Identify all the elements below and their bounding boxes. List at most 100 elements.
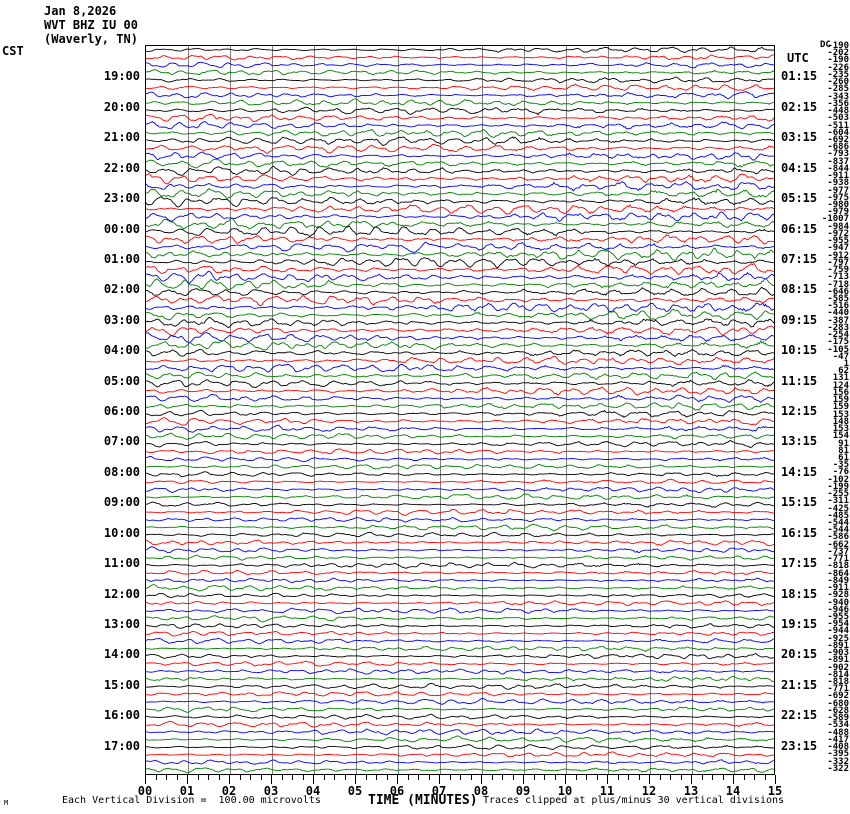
seismic-trace [146,486,774,494]
seismic-trace [146,531,774,538]
seismic-trace [146,241,774,254]
dc-value: -628 [827,705,849,716]
dc-value: -425 [827,503,849,514]
x-tick-label: 03 [263,784,279,798]
dc-value: -686 [827,142,849,153]
x-tick-minor [302,775,304,780]
seismic-trace [146,308,774,321]
dc-value: -585 [827,293,849,304]
dc-value: -440 [827,308,849,319]
dc-value: -911 [827,171,849,182]
seismic-trace [146,630,774,637]
seismic-trace [146,363,774,373]
seismic-trace [146,471,774,478]
cst-tick-label: 17:00 [103,738,140,753]
dc-value: -946 [827,604,849,615]
utc-tick-label: 03:15 [781,130,818,145]
x-tick-label: 15 [767,784,783,798]
seismic-trace [146,355,774,366]
dc-value: 131 [832,373,849,384]
dc-value: -544 [827,518,849,529]
x-tick-label: 00 [137,784,153,798]
utc-tick-label: 20:15 [781,647,818,662]
header-location: (Waverly, TN) [44,32,138,46]
seismic-trace [146,493,774,500]
seismic-trace [146,106,774,116]
dc-value: 62 [838,366,849,377]
grid-line-vertical [272,46,273,774]
dc-value: -837 [827,156,849,167]
dc-value: -979 [827,207,849,218]
x-tick-label: 06 [389,784,405,798]
dc-value: -903 [827,648,849,659]
grid-line-vertical [188,46,189,774]
x-tick-major [523,775,524,784]
dc-value: 61 [838,452,849,463]
seismic-trace [146,278,774,291]
x-tick-label: 10 [557,784,573,798]
cst-tick-label: 13:00 [103,616,140,631]
dc-value: -975 [827,192,849,203]
seismic-trace [146,592,774,599]
dc-value: -285 [827,84,849,95]
x-tick-major [271,775,272,784]
seismic-trace [146,46,774,53]
utc-tick-label: 21:15 [781,677,818,692]
dc-value: -199 [827,481,849,492]
helicorder-plot-area[interactable] [145,45,775,775]
dc-value: 1 [843,359,849,370]
seismic-trace [146,546,774,554]
dc-value: -260 [827,77,849,88]
dc-value: -503 [827,113,849,124]
dc-value: -718 [827,279,849,290]
x-tick-major [439,775,440,784]
dc-value: -928 [827,590,849,601]
x-tick-minor [701,775,703,780]
x-tick-minor [470,775,472,780]
utc-tick-label: 09:15 [781,312,818,327]
utc-tick-label: 13:15 [781,434,818,449]
seismic-trace [146,501,774,508]
x-tick-major [775,775,776,784]
x-tick-label: 09 [515,784,531,798]
dc-value: -534 [827,720,849,731]
dc-value: -977 [827,185,849,196]
seismic-trace [146,349,774,357]
x-tick-minor [292,775,293,780]
dc-value: 148 [832,416,849,427]
seismic-trace [146,317,774,329]
seismic-trace [146,121,774,130]
dc-value: -759 [827,265,849,276]
seismic-trace [146,653,774,660]
seismic-traces [146,46,774,774]
dc-value: -646 [827,286,849,297]
seismic-trace [146,204,774,215]
seismic-trace [146,744,774,751]
seismic-trace [146,151,774,161]
dc-value: -911 [827,583,849,594]
cst-tick-label: 07:00 [103,434,140,449]
dc-value: 153 [832,424,849,435]
seismic-trace [146,464,774,470]
cst-tick-label: 10:00 [103,525,140,540]
dc-value: -311 [827,496,849,507]
seismic-trace [146,424,774,433]
x-tick-minor [365,775,367,780]
x-tick-minor [533,775,535,780]
x-tick-minor [722,775,724,780]
seismic-trace [146,554,774,561]
dc-value: 153 [832,409,849,420]
dc-value: -814 [827,669,849,680]
dc-value: -902 [827,662,849,673]
grid-line-vertical [692,46,693,774]
dc-value: -891 [827,640,849,651]
dc-value: -680 [827,698,849,709]
seismic-trace [146,682,774,690]
seismic-trace [146,691,774,697]
x-tick-minor [628,775,629,780]
cst-tick-label: 12:00 [103,586,140,601]
utc-tick-label: 04:15 [781,160,818,175]
seismic-trace [146,371,774,380]
grid-line-vertical [440,46,441,774]
cst-tick-label: 14:00 [103,647,140,662]
